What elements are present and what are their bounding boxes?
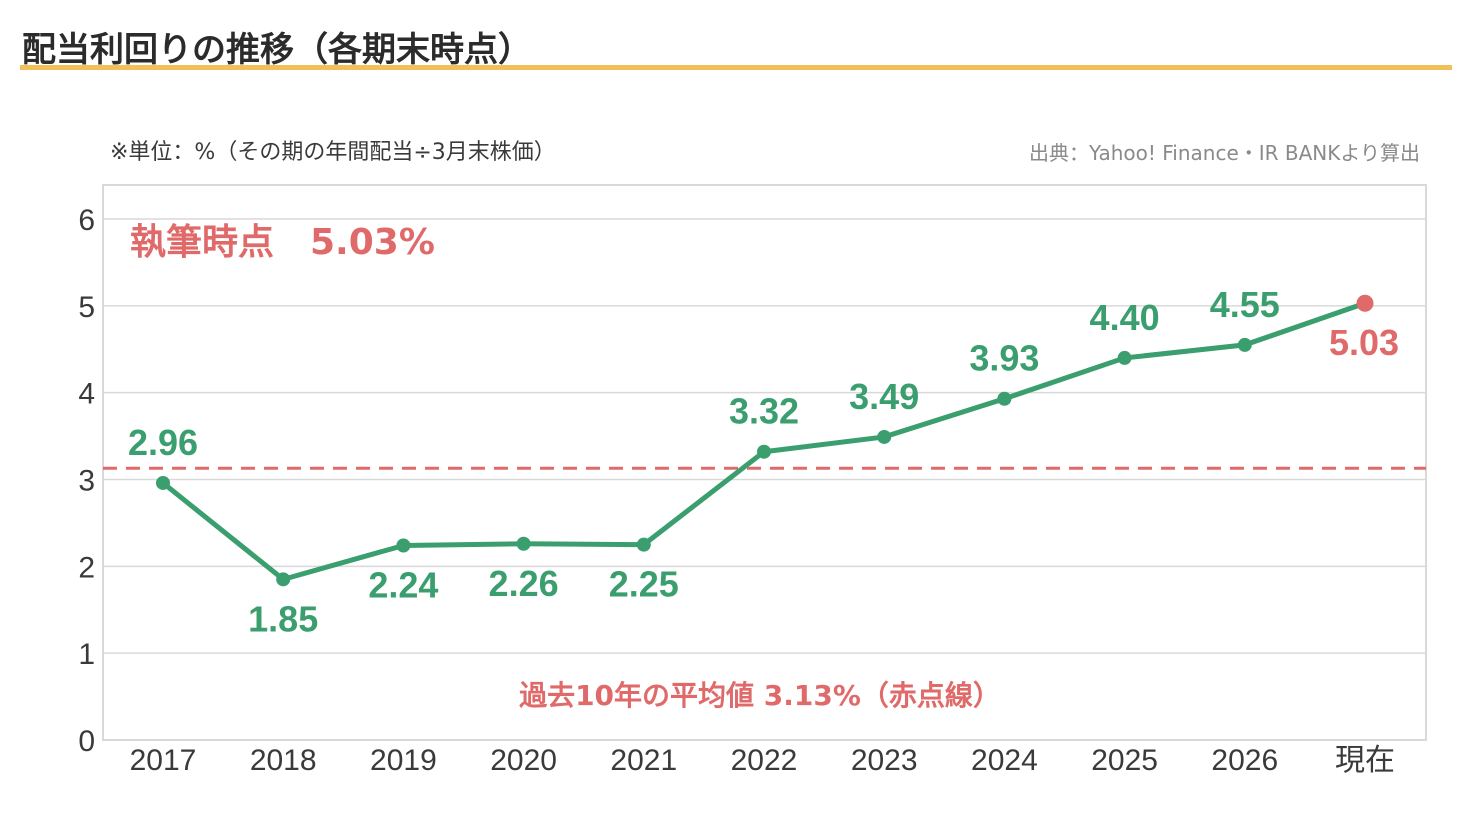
current-data-point <box>1356 294 1374 312</box>
data-point <box>1237 337 1252 352</box>
x-tick-label: 2024 <box>971 744 1038 777</box>
data-label: 2.24 <box>368 564 438 605</box>
data-label: 1.85 <box>248 598 318 639</box>
data-point <box>757 444 771 459</box>
data-point <box>396 538 411 553</box>
average-annotation: 過去10年の平均値 3.13%（赤点線） <box>519 679 1001 712</box>
unit-note: ※単位：%（その期の年間配当÷3月末株価） <box>110 140 556 165</box>
y-tick-label: 1 <box>78 638 95 671</box>
x-tick-label: 2018 <box>250 744 317 777</box>
x-tick-label: 現在 <box>1335 744 1395 777</box>
data-label: 2.96 <box>128 422 198 463</box>
y-tick-label: 0 <box>78 725 95 758</box>
y-tick-label: 3 <box>78 465 95 498</box>
data-label: 4.55 <box>1210 284 1280 325</box>
x-axis-ticks: 2017 2018 2019 2020 2021 2022 2023 2024 2025 2026… <box>130 744 1395 777</box>
data-label: 4.40 <box>1090 297 1160 338</box>
data-label: 3.49 <box>849 376 919 417</box>
x-tick-label: 2023 <box>851 744 918 777</box>
x-tick-label: 2020 <box>490 744 557 777</box>
y-axis-ticks: 0 1 2 3 4 5 6 <box>78 204 95 758</box>
data-points <box>156 294 1374 587</box>
x-tick-label: 2025 <box>1091 744 1158 777</box>
series-line <box>161 300 1366 582</box>
data-point <box>516 536 531 551</box>
x-tick-label: 2019 <box>370 744 437 777</box>
y-tick-label: 6 <box>78 204 95 237</box>
current-yield-annotation: 執筆時点 5.03% <box>130 222 435 263</box>
page-title: 配当利回りの推移（各期末時点） <box>22 30 532 70</box>
grid-lines <box>103 218 1426 654</box>
x-tick-label: 2021 <box>610 744 677 777</box>
x-tick-label: 2017 <box>130 744 197 777</box>
data-point <box>276 572 291 587</box>
y-tick-label: 4 <box>78 378 95 411</box>
y-tick-label: 5 <box>78 291 95 324</box>
data-label: 3.32 <box>729 391 799 432</box>
data-point <box>877 429 892 444</box>
data-label: 2.26 <box>489 563 559 604</box>
x-tick-label: 2022 <box>731 744 798 777</box>
plot-frame <box>102 184 1427 741</box>
data-label: 3.93 <box>969 338 1039 379</box>
data-labels: 2.96 1.85 2.24 2.26 2.25 3.32 3.49 3.93 4.40 4.55… <box>128 284 1399 639</box>
y-tick-label: 2 <box>78 551 95 584</box>
title-underline <box>20 65 1452 70</box>
data-point <box>997 391 1012 406</box>
data-point <box>156 475 170 490</box>
data-label: 2.25 <box>609 564 679 605</box>
current-data-label: 5.03 <box>1329 322 1399 363</box>
data-point <box>1117 350 1132 365</box>
x-tick-label: 2026 <box>1211 744 1278 777</box>
data-point <box>636 537 651 552</box>
source-note: 出典：Yahoo! Finance・IR BANKより算出 <box>1029 141 1420 165</box>
